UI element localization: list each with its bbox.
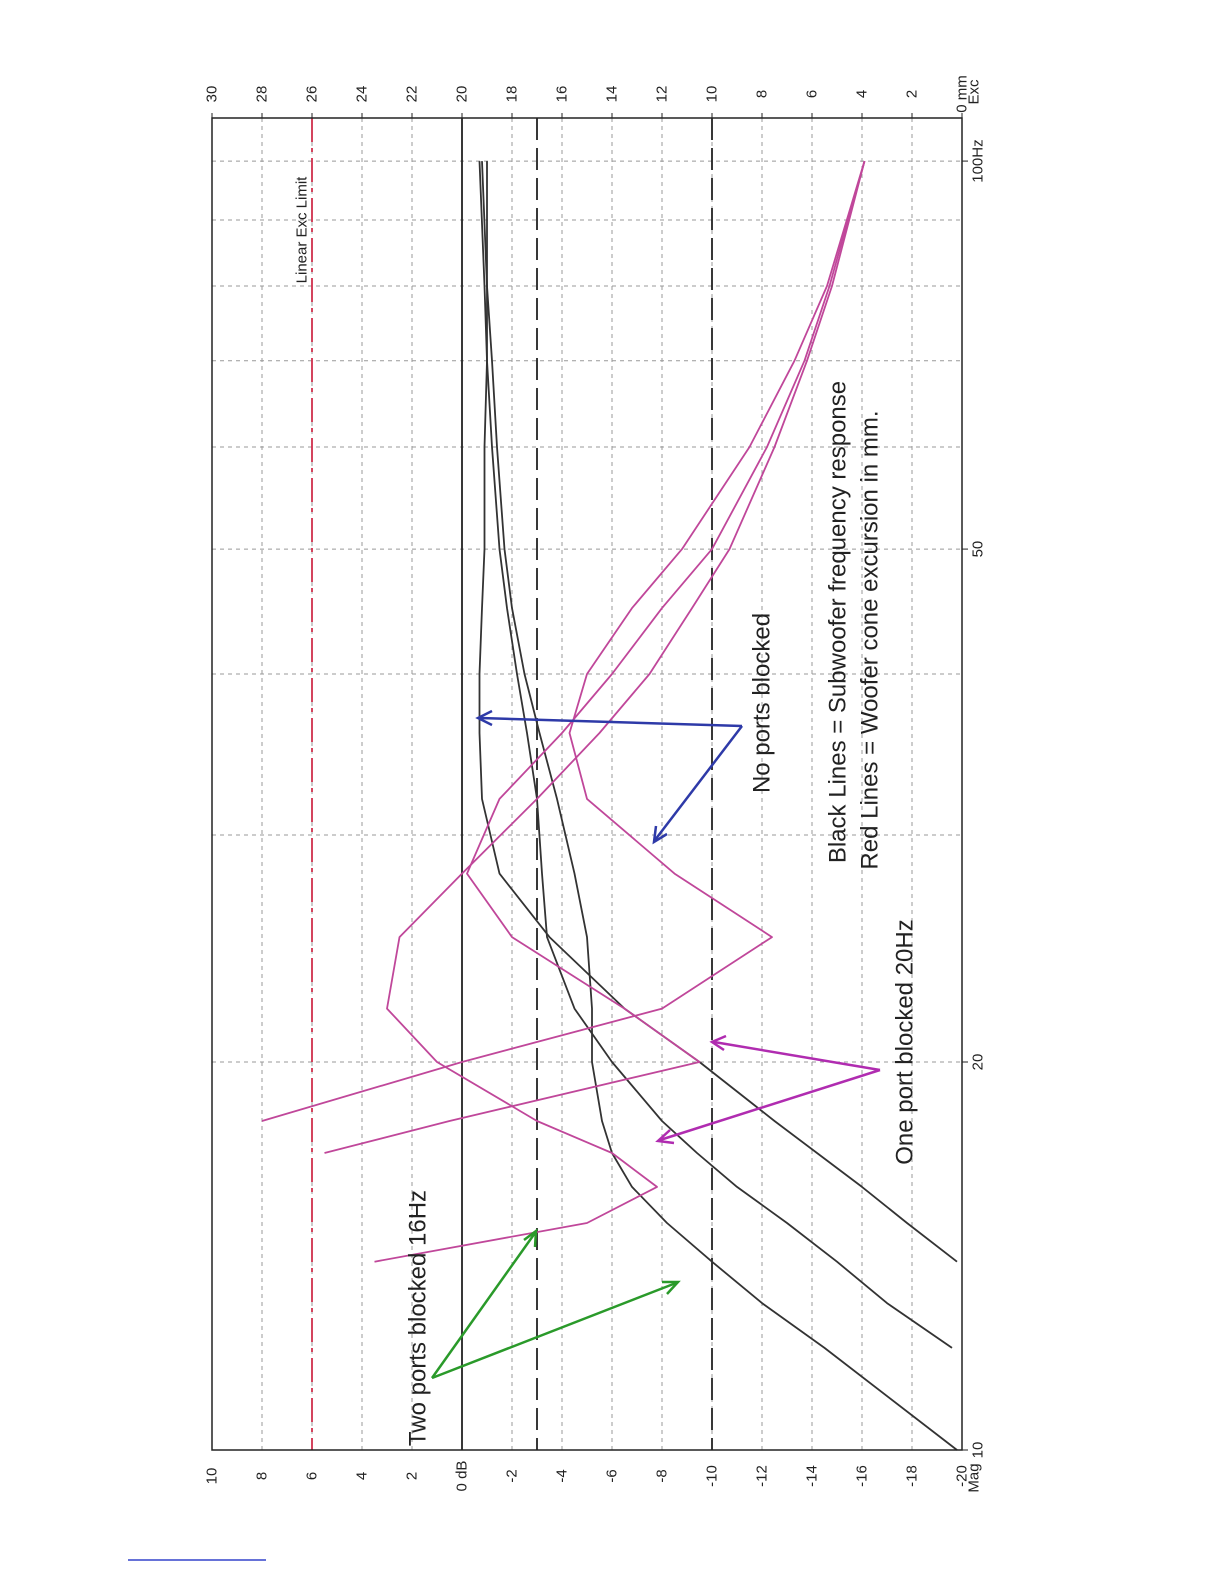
y-tick-label: -20	[954, 1465, 971, 1487]
x-tick-label: 50	[970, 541, 987, 558]
plot-frame	[211, 117, 963, 1451]
y2-tick-label: 14	[604, 86, 621, 103]
y-tick-label: -2	[504, 1469, 521, 1482]
y2-tick-label: 6	[804, 90, 821, 98]
y-tick-label: -4	[554, 1469, 571, 1482]
y-tick-label: -18	[904, 1465, 921, 1487]
y2-tick-label: 26	[304, 86, 321, 103]
series-line	[478, 161, 953, 1349]
arrow-no-ports	[475, 709, 743, 845]
plot	[261, 118, 958, 1451]
y-tick-label: 0 dB	[454, 1461, 471, 1492]
y-tick-label: 4	[354, 1472, 371, 1480]
y2-tick-label: 28	[254, 86, 271, 103]
y2-tick-label: 20	[454, 86, 471, 103]
annotation: Black Lines = Subwoofer frequency respon…	[825, 381, 852, 863]
y-tick-label: 10	[204, 1468, 221, 1485]
arrow-one-port	[655, 1034, 881, 1145]
y2-tick-label: 4	[854, 90, 871, 98]
arrow-two-ports	[430, 1228, 681, 1380]
y2-tick-label: 30	[204, 86, 221, 103]
y2-tick-label: 8	[754, 90, 771, 98]
y-tick-label: -12	[754, 1465, 771, 1487]
y-axis-label: Mag	[966, 1463, 983, 1492]
y2-tick-label: 2	[904, 90, 921, 98]
y-tick-label: 8	[254, 1472, 271, 1480]
y-tick-label: -14	[804, 1465, 821, 1487]
arrows	[430, 709, 881, 1380]
y2-tick-label: 22	[404, 86, 421, 103]
y-tick-label: -8	[654, 1469, 671, 1482]
series-line	[324, 160, 866, 1154]
y2-axis-label: Exc	[966, 79, 983, 105]
series-line	[261, 160, 866, 1122]
y-tick-label: -16	[854, 1465, 871, 1487]
y-tick-label: -10	[704, 1465, 721, 1487]
y2-tick-label: 18	[504, 86, 521, 103]
y-tick-label: 2	[404, 1472, 421, 1480]
annotation: Red Lines = Woofer cone excursion in mm.	[857, 410, 884, 869]
y2-tick-label: 12	[654, 86, 671, 103]
x-tick-label: 100Hz	[970, 139, 987, 182]
y2-tick-label: 0 mm	[954, 75, 971, 113]
x-tick-label: 10	[970, 1442, 987, 1459]
y2-tick-label: 24	[354, 86, 371, 103]
annotation: One port blocked 20Hz	[892, 919, 919, 1164]
annotation: Two ports blocked 16Hz	[405, 1190, 432, 1446]
limit-label: Linear Exc Limit	[294, 176, 311, 284]
y2-tick-label: 10	[704, 86, 721, 103]
y-tick-label: -6	[604, 1469, 621, 1482]
series-line	[481, 161, 958, 1451]
annotation: No ports blocked	[749, 613, 776, 793]
x-tick-label: 20	[970, 1054, 987, 1071]
series-line	[374, 160, 866, 1263]
series-line	[478, 161, 958, 1263]
y-tick-label: 6	[304, 1472, 321, 1480]
y2-tick-label: 16	[554, 86, 571, 103]
